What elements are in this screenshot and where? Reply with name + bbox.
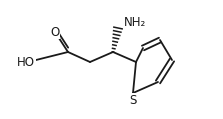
Text: O: O	[50, 25, 60, 39]
Text: NH₂: NH₂	[124, 15, 146, 28]
Text: S: S	[129, 94, 137, 107]
Text: HO: HO	[17, 55, 35, 69]
